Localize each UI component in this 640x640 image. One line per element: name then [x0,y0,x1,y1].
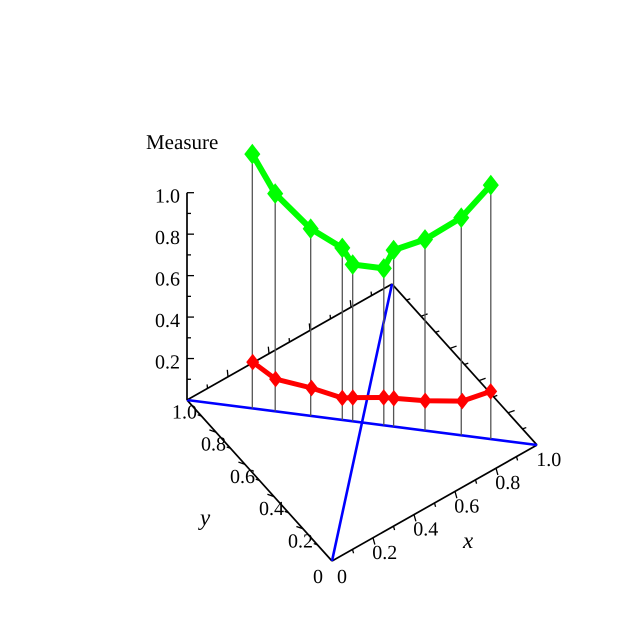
svg-text:0.8: 0.8 [201,434,226,456]
svg-text:0.2: 0.2 [155,352,180,374]
svg-text:0.8: 0.8 [155,227,180,249]
svg-text:1.0: 1.0 [172,402,197,424]
svg-text:0.6: 0.6 [155,269,180,291]
svg-text:0.4: 0.4 [413,519,438,541]
svg-text:0.4: 0.4 [259,498,284,520]
svg-text:0.4: 0.4 [155,310,180,332]
svg-text:Measure: Measure [146,130,218,154]
svg-text:0: 0 [337,566,347,588]
svg-text:1.0: 1.0 [155,186,180,208]
svg-text:0: 0 [313,566,323,588]
svg-text:0.8: 0.8 [495,472,520,494]
svg-text:1.0: 1.0 [536,449,561,471]
svg-text:x: x [462,528,474,553]
svg-text:0.2: 0.2 [288,530,313,552]
svg-text:0.2: 0.2 [372,542,397,564]
svg-text:y: y [198,505,211,530]
svg-text:0.6: 0.6 [454,495,479,517]
svg-text:0.6: 0.6 [230,466,255,488]
